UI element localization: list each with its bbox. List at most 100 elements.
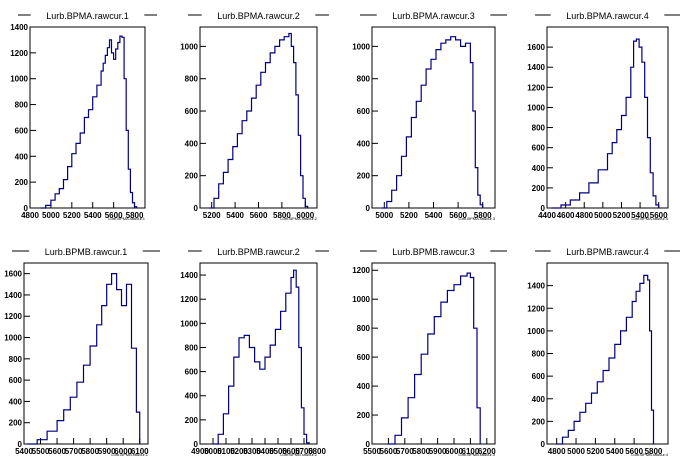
title-box [30, 7, 145, 23]
y-tick-label: 0 [194, 440, 199, 449]
x-axis-label: Lurb.BPMA.rawcur.4 [631, 216, 668, 221]
histogram-panel-6: Lurb.BPMB.rawcur.2 0 200 400 600 800 1000 1200 1… [180, 243, 329, 457]
chart-title: Lurb.BPMB.rawcur.1 [45, 247, 128, 257]
x-tick-label: 5800 [412, 447, 430, 456]
y-tick-label: 0 [194, 204, 199, 213]
x-tick-label: 5000 [375, 211, 393, 220]
histogram-panel-3: Lurb.BPMA.rawcur.3 0 200 400 600 800 1000 5000 5… [352, 7, 507, 221]
plot-frame [371, 262, 496, 445]
plot-frame [29, 26, 146, 209]
y-tick-label: 600 [357, 353, 371, 362]
y-tick-label: 1000 [180, 42, 198, 51]
y-tick-label: 1200 [4, 312, 22, 321]
y-tick-label: 600 [9, 376, 23, 385]
y-tick-label: 1200 [352, 266, 370, 275]
plot-frame [199, 26, 318, 209]
x-tick-label: 5600 [250, 211, 268, 220]
title-box [550, 7, 665, 23]
x-tick-label: 5800 [126, 211, 144, 220]
title-box [201, 243, 316, 259]
y-tick-label: 800 [532, 350, 546, 359]
x-axis-label: Lurb.BPMB.rawcur.2 [280, 452, 317, 457]
chart-title: Lurb.BPMA.rawcur.3 [392, 11, 475, 21]
plot-frame [23, 262, 149, 445]
x-tick-label: 5600 [105, 211, 123, 220]
x-tick-label: 5600 [650, 211, 668, 220]
y-tick-label: 1000 [180, 319, 198, 328]
x-tick-label: 5400 [606, 447, 624, 456]
histogram-panel-5: Lurb.BPMB.rawcur.1 0 200 400 600 800 1000 1200 1… [4, 243, 160, 457]
y-tick-label: 400 [532, 395, 546, 404]
x-axis-label: Lurb.BPMA.rawcur.2 [280, 216, 317, 221]
y-tick-label: 400 [185, 392, 199, 401]
x-tick-label: 5800 [474, 211, 492, 220]
x-tick-label: 5000 [204, 447, 222, 456]
y-tick-label: 400 [185, 139, 199, 148]
y-tick-label: 400 [357, 382, 371, 391]
x-tick-label: 5800 [273, 211, 291, 220]
histogram-series [388, 272, 481, 445]
plot-frame [199, 262, 318, 445]
y-tick-label: 1400 [527, 282, 545, 291]
y-tick-label: 1400 [10, 23, 28, 32]
x-tick-label: 5600 [380, 447, 398, 456]
x-tick-label: 5500 [32, 447, 50, 456]
y-tick-label: 800 [185, 343, 199, 352]
y-tick-label: 0 [18, 440, 23, 449]
x-tick-label: 4800 [21, 211, 39, 220]
x-axis-label: Lurb.BPMA.rawcur.1 [108, 216, 145, 221]
x-tick-label: 4800 [548, 447, 566, 456]
plot-frame [546, 26, 669, 209]
histogram-panel-4: Lurb.BPMA.rawcur.4 0 200 400 600 800 1000 1200 1… [527, 7, 680, 221]
x-tick-label: 6200 [478, 447, 496, 456]
x-tick-label: 5400 [631, 211, 649, 220]
plot-frame [371, 26, 496, 209]
y-tick-label: 0 [24, 204, 29, 213]
y-tick-label: 400 [357, 139, 371, 148]
y-tick-label: 1000 [352, 295, 370, 304]
y-tick-label: 1000 [4, 334, 22, 343]
histogram-series [213, 269, 310, 445]
x-tick-label: 6000 [114, 447, 132, 456]
x-tick-label: 5200 [63, 211, 81, 220]
histogram-panel-8: Lurb.BPMB.rawcur.4 0 200 400 600 800 1000 1200 1… [527, 243, 680, 457]
histogram-series [551, 38, 660, 209]
x-tick-label: 6100 [131, 447, 149, 456]
y-tick-label: 1000 [10, 75, 28, 84]
y-tick-label: 200 [532, 184, 546, 193]
y-tick-label: 400 [532, 164, 546, 173]
histogram-series [381, 36, 484, 209]
x-tick-label: 5600 [449, 211, 467, 220]
y-tick-label: 1000 [527, 327, 545, 336]
title-box [550, 243, 665, 259]
title-box [201, 7, 316, 23]
histogram-panel-1: Lurb.BPMA.rawcur.1 0 200 400 600 800 1000 1200 1… [10, 7, 157, 221]
title-box [376, 7, 491, 23]
x-tick-label: 5200 [400, 211, 418, 220]
x-tick-label: 5600 [625, 447, 643, 456]
x-tick-label: 5400 [256, 447, 274, 456]
x-tick-label: 5600 [48, 447, 66, 456]
y-tick-label: 1400 [4, 291, 22, 300]
x-tick-label: 5200 [587, 447, 605, 456]
x-tick-label: 5700 [295, 447, 313, 456]
y-tick-label: 600 [185, 368, 199, 377]
histogram-series [27, 273, 141, 445]
y-tick-label: 1600 [527, 43, 545, 52]
y-tick-label: 1400 [180, 271, 198, 280]
x-tick-label: 4800 [575, 211, 593, 220]
x-tick-label: 5200 [230, 447, 248, 456]
chart-title: Lurb.BPMB.rawcur.4 [566, 247, 649, 257]
y-tick-label: 1000 [527, 103, 545, 112]
y-tick-label: 600 [357, 107, 371, 116]
y-tick-label: 800 [15, 101, 29, 110]
x-tick-label: 5400 [226, 211, 244, 220]
histogram-series [209, 32, 309, 209]
title-box [29, 243, 143, 259]
y-tick-label: 200 [15, 178, 29, 187]
x-tick-label: 6100 [462, 447, 480, 456]
x-tick-label: 5900 [98, 447, 116, 456]
histogram-series [40, 35, 138, 209]
chart-title: Lurb.BPMA.rawcur.4 [566, 11, 649, 21]
y-tick-label: 400 [9, 397, 23, 406]
